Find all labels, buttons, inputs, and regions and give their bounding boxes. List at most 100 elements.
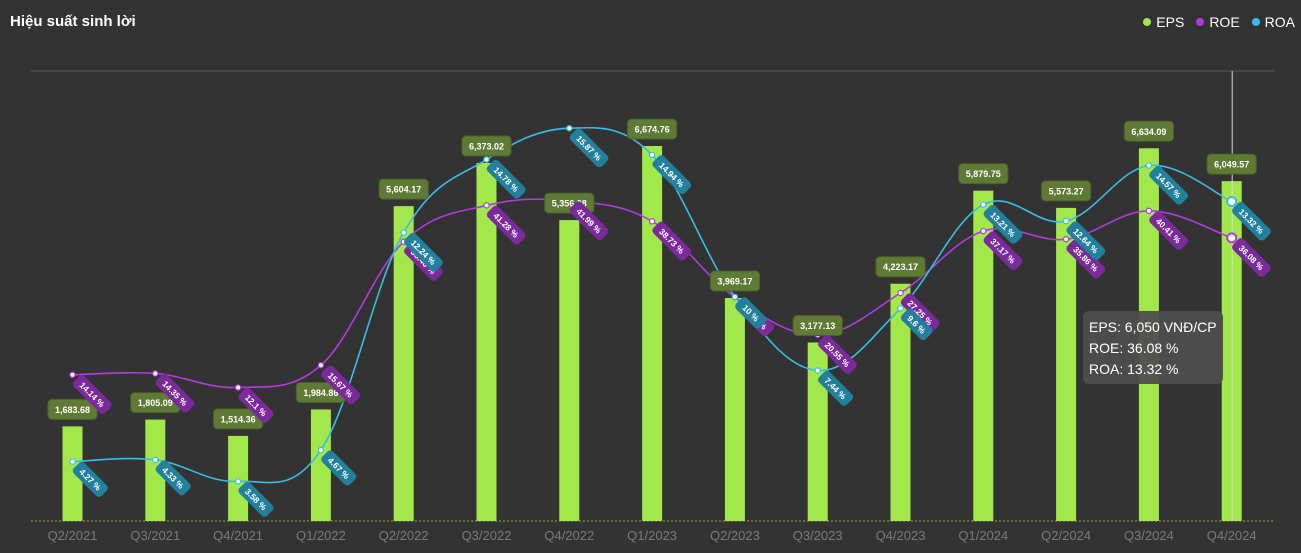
- roe-data-label-box: [72, 375, 112, 414]
- eps-label-text: 6,049.57: [1214, 160, 1249, 170]
- roa-point: [566, 124, 573, 132]
- eps-data-label: 5,573.27: [1041, 180, 1092, 202]
- roa-data-label-box: [983, 204, 1023, 244]
- eps-bar: [145, 419, 166, 521]
- x-tick-label: Q3/2024: [1124, 528, 1174, 543]
- tooltip-roa: ROA: 13.32 %: [1089, 361, 1179, 377]
- hover-tooltip: EPS: 6,050 VNĐ/CP ROE: 36.08 % ROA: 13.3…: [1083, 311, 1223, 384]
- eps-bar: [1056, 207, 1077, 522]
- eps-label-text: 5,573.27: [1049, 186, 1084, 196]
- x-tick-label: Q2/2022: [379, 528, 429, 543]
- roa-point: [152, 456, 159, 464]
- x-tick-label: Q2/2024: [1041, 528, 1091, 543]
- roa-data-label-box: [486, 159, 526, 199]
- eps-label-text: 6,373.02: [469, 141, 504, 151]
- roa-data-label-box: [735, 297, 767, 329]
- eps-label-box: [1123, 120, 1175, 142]
- roa-data-label-box: [569, 128, 609, 168]
- tooltip-eps: EPS: 6,050 VNĐ/CP: [1089, 319, 1217, 335]
- x-tick-label: Q4/2022: [544, 528, 594, 543]
- roa-point: [400, 229, 407, 236]
- eps-data-label: 6,674.76: [627, 118, 678, 140]
- chart-title: Hiệu suất sinh lời: [10, 13, 136, 30]
- eps-bar: [807, 342, 828, 521]
- roa-data-label-box: [72, 461, 108, 497]
- eps-label-box: [627, 118, 678, 140]
- roa-point: [648, 151, 656, 159]
- roe-point: [648, 218, 656, 225]
- roe-data-label-box: [155, 373, 195, 413]
- x-tick-label: Q2/2021: [48, 528, 98, 543]
- legend-label-roe: ROE: [1209, 14, 1240, 30]
- roe-data-label-box: [569, 201, 609, 241]
- roa-point: [897, 305, 904, 312]
- eps-data-label: 1,514.36: [213, 408, 264, 430]
- roa-point: [1226, 195, 1238, 207]
- legend-label-eps: EPS: [1156, 14, 1185, 30]
- roe-data-label-box: [652, 221, 692, 261]
- eps-bar: [724, 298, 745, 521]
- roe-data-label-box: [900, 293, 940, 333]
- roa-data-label-box: [818, 370, 854, 406]
- roe-point: [980, 227, 987, 235]
- x-tick-label: Q1/2024: [958, 528, 1008, 543]
- x-tick-label: Q4/2024: [1207, 528, 1257, 543]
- eps-bar: [393, 206, 414, 521]
- eps-data-label: 6,373.02: [461, 135, 512, 157]
- roa-data-label-box: [155, 460, 191, 496]
- eps-label-text: 1,984.86: [303, 388, 338, 398]
- roe-point: [897, 289, 904, 297]
- roe-point: [1145, 207, 1153, 215]
- legend-item-roa[interactable]: ROA: [1251, 14, 1295, 30]
- legend-item-roe[interactable]: ROE: [1196, 14, 1240, 30]
- roa-point: [980, 201, 987, 208]
- roe-point: [234, 384, 242, 391]
- roe-data-label: 20.55 %: [818, 335, 857, 374]
- roe-point: [1062, 236, 1070, 243]
- eps-label-text: 5,356.08: [552, 199, 587, 209]
- legend-item-eps[interactable]: EPS: [1143, 14, 1184, 30]
- eps-label-text: 6,634.09: [1131, 127, 1166, 137]
- legend-marker-roe: [1196, 18, 1205, 26]
- roa-point: [317, 446, 325, 454]
- x-tick-label: Q1/2023: [627, 528, 677, 543]
- eps-label-box: [792, 315, 843, 337]
- eps-label-box: [1041, 180, 1092, 202]
- x-tick-label: Q4/2023: [876, 528, 926, 543]
- eps-bar: [310, 409, 331, 521]
- legend: EPS ROE ROA: [1143, 14, 1295, 30]
- roa-data-label-box: [404, 232, 443, 272]
- roa-data-label-box: [652, 155, 692, 194]
- eps-data-label: 4,223.17: [875, 256, 926, 278]
- roa-data-label-box: [1066, 221, 1106, 261]
- eps-bar: [890, 283, 911, 521]
- eps-data-label: 3,969.17: [709, 270, 760, 292]
- legend-label-roa: ROA: [1264, 14, 1295, 30]
- x-tick-label: Q3/2021: [130, 528, 180, 543]
- roa-point: [814, 367, 821, 374]
- x-tick-label: Q2/2023: [710, 528, 760, 543]
- eps-label-box: [461, 135, 512, 157]
- roa-point: [234, 478, 242, 485]
- roa-data-label-box: [1149, 165, 1188, 205]
- x-tick-label: Q1/2022: [296, 528, 346, 543]
- eps-label-box: [875, 256, 926, 278]
- eps-data-label: 3,177.13: [792, 315, 843, 337]
- roa-point: [731, 293, 739, 301]
- eps-bar: [476, 162, 497, 521]
- x-tick-label: Q4/2021: [213, 528, 263, 543]
- roa-point: [1145, 162, 1153, 169]
- roe-point: [317, 362, 325, 369]
- eps-label-text: 3,177.13: [800, 321, 835, 331]
- roa-point: [483, 156, 490, 163]
- eps-label-text: 1,514.36: [221, 414, 256, 424]
- eps-data-label: 6,049.57: [1206, 153, 1257, 175]
- roa-data-label-box: [1232, 201, 1271, 241]
- eps-label-text: 4,223.17: [883, 262, 918, 272]
- roe-point: [1226, 232, 1238, 244]
- eps-label-box: [709, 270, 760, 292]
- eps-bar: [973, 190, 994, 521]
- roa-data-label-box: [900, 308, 933, 341]
